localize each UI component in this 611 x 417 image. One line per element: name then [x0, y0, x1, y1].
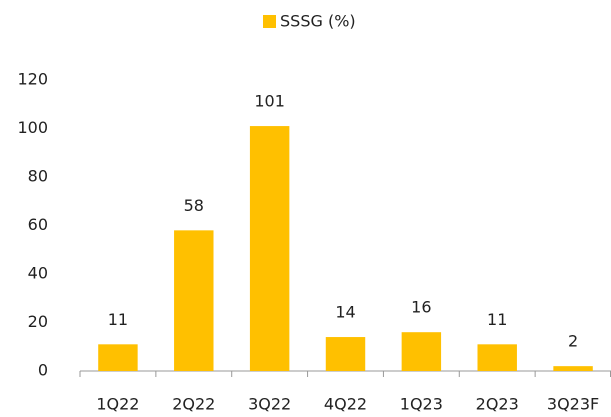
legend-swatch [263, 15, 276, 28]
data-label: 11 [487, 310, 507, 329]
bar [174, 230, 214, 371]
data-label: 14 [335, 303, 355, 322]
x-tick-label: 2Q23 [476, 395, 519, 414]
y-tick-label: 40 [28, 264, 48, 283]
y-tick-label: 120 [17, 70, 48, 89]
data-label: 11 [108, 310, 128, 329]
x-tick-label: 4Q22 [324, 395, 367, 414]
bar [98, 344, 138, 371]
data-label: 58 [184, 196, 204, 215]
y-tick-label: 20 [28, 312, 48, 331]
data-label: 16 [411, 298, 431, 317]
bar [477, 344, 517, 371]
x-tick-label: 1Q23 [400, 395, 443, 414]
x-tick-label: 1Q22 [96, 395, 139, 414]
y-tick-label: 0 [38, 361, 48, 380]
bar [325, 337, 366, 371]
bar [553, 366, 593, 371]
x-tick-label: 3Q22 [248, 395, 291, 414]
data-label: 2 [568, 332, 578, 351]
legend-label: SSSG (%) [280, 12, 356, 31]
y-tick-label: 60 [28, 215, 48, 234]
x-tick-label: 3Q23F [547, 395, 599, 414]
bar [401, 332, 442, 371]
x-tick-label: 2Q22 [172, 395, 215, 414]
y-tick-label: 80 [28, 167, 48, 186]
bar [249, 126, 290, 371]
data-label: 101 [254, 92, 285, 111]
y-tick-label: 100 [17, 118, 48, 137]
